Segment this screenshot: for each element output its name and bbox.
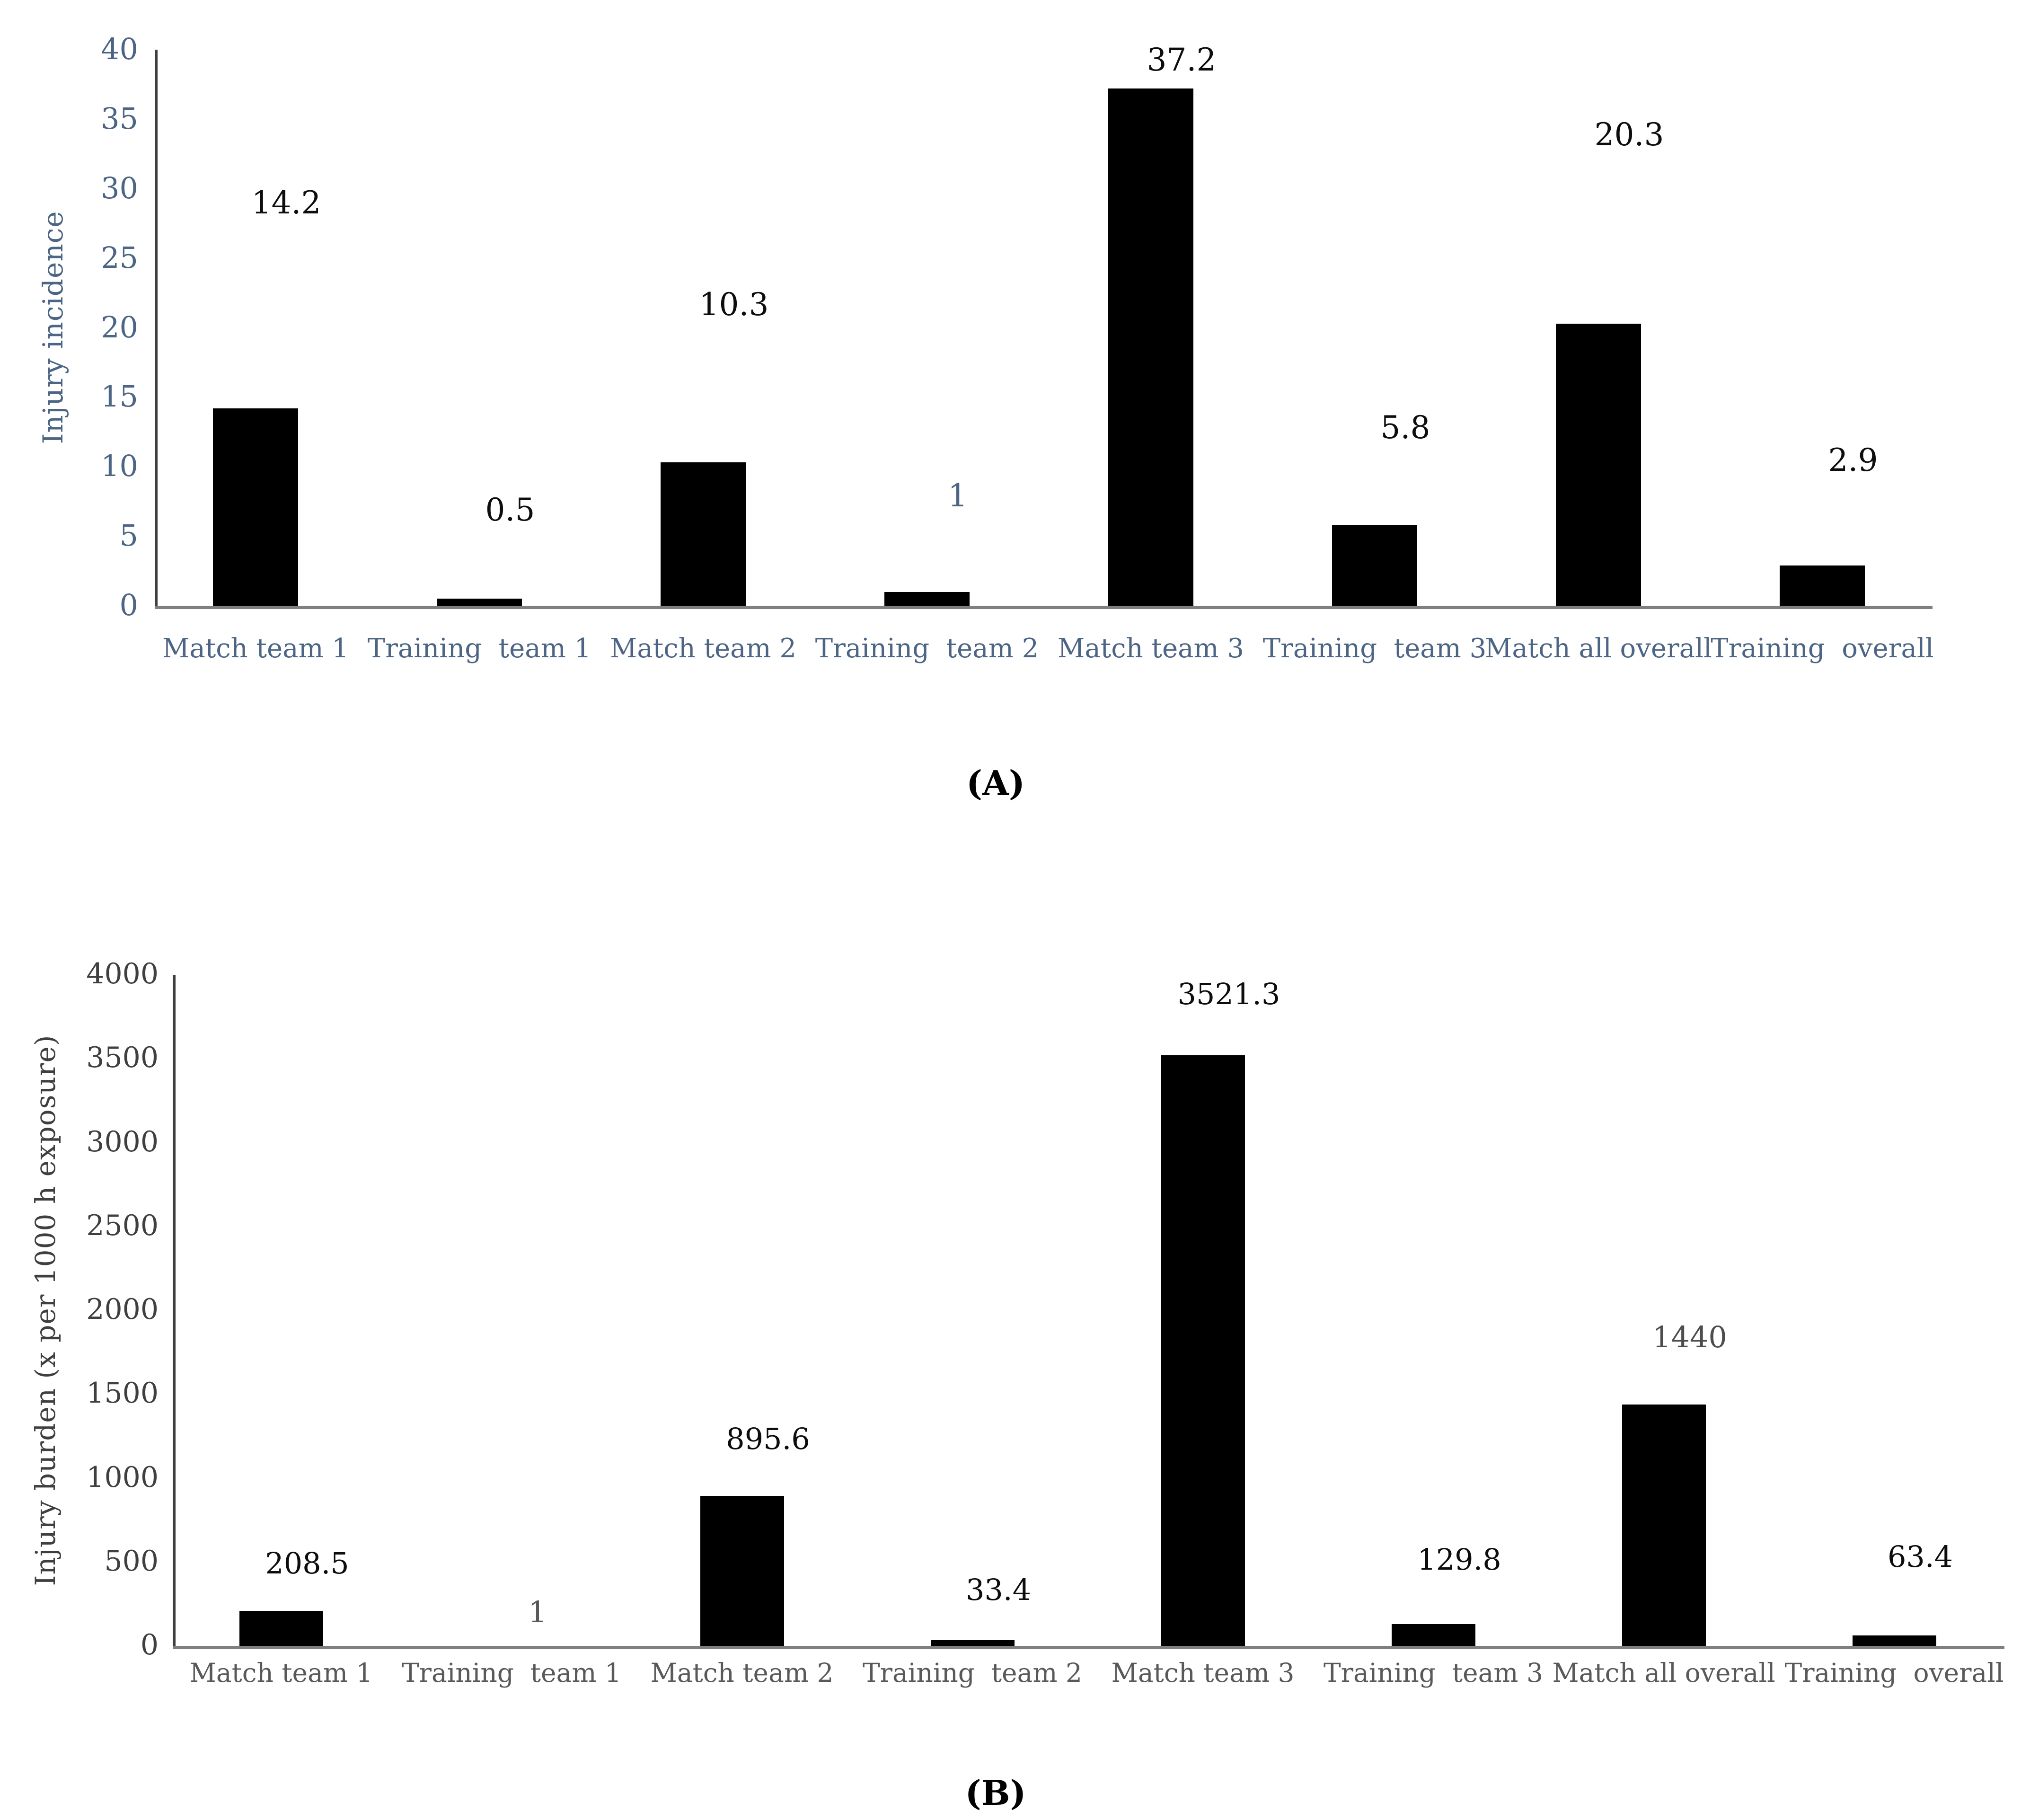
y-tick-label: 30 [101, 170, 138, 205]
data-label: 1 [528, 1594, 547, 1629]
bar [1852, 1635, 1936, 1646]
x-category-label: Match team 1 [189, 1658, 373, 1688]
y-tick-label: 500 [104, 1544, 159, 1578]
x-category-label: Training overall [1784, 1658, 2004, 1688]
data-label: 10.3 [699, 286, 769, 323]
bar [1622, 1404, 1706, 1646]
x-category-label: Training team 2 [862, 1658, 1083, 1688]
bar [213, 408, 298, 606]
bar [1161, 1055, 1245, 1646]
caption-b: (B) [965, 1773, 1026, 1813]
y-tick-label: 3000 [86, 1125, 159, 1158]
y-tick-label: 0 [140, 1628, 159, 1661]
y-tick-label: 4000 [86, 957, 159, 990]
x-category-label: Training team 3 [1323, 1658, 1544, 1688]
y-tick-label: 35 [101, 101, 138, 136]
bar [884, 592, 970, 606]
data-label: 33.4 [965, 1573, 1032, 1608]
y-tick-label: 1000 [86, 1460, 159, 1494]
x-axis-line [155, 606, 1933, 609]
y-tick-label: 0 [119, 588, 138, 622]
x-category-label: Match team 2 [609, 633, 797, 664]
data-label: 5.8 [1380, 409, 1430, 446]
y-tick-label: 2500 [86, 1209, 159, 1242]
bar [930, 1640, 1015, 1646]
x-axis-line [173, 1646, 2004, 1649]
data-label: 37.2 [1147, 42, 1217, 79]
data-label: 129.8 [1417, 1542, 1501, 1577]
bar [1780, 565, 1865, 606]
x-category-label: Match team 3 [1111, 1658, 1295, 1688]
x-category-label: Match all overall [1485, 633, 1712, 664]
x-category-label: Match team 3 [1057, 633, 1244, 664]
y-tick-label: 40 [101, 32, 138, 66]
y-tick-label: 5 [119, 518, 138, 553]
x-category-label: Match team 2 [650, 1658, 834, 1688]
y-tick-label: 1500 [86, 1377, 159, 1410]
data-label: 895.6 [726, 1421, 810, 1456]
y-axis-line [173, 975, 176, 1648]
bar [661, 462, 746, 606]
bar [1391, 1624, 1475, 1646]
data-label: 208.5 [265, 1546, 349, 1581]
x-category-label: Training overall [1711, 633, 1934, 664]
data-label: 2.9 [1828, 442, 1878, 478]
x-category-label: Training team 2 [815, 633, 1039, 664]
y-tick-label: 20 [101, 309, 138, 345]
bar [1332, 525, 1417, 606]
x-category-label: Match team 1 [162, 633, 349, 664]
y-tick-label: 25 [101, 240, 138, 275]
data-label: 3521.3 [1177, 976, 1280, 1011]
bar [700, 1495, 784, 1646]
data-label: 20.3 [1594, 116, 1664, 153]
bar [239, 1611, 323, 1646]
x-category-label: Training team 1 [401, 1658, 622, 1688]
caption-a: (A) [966, 763, 1025, 803]
data-label: 63.4 [1887, 1539, 1953, 1574]
data-label: 1 [948, 477, 968, 514]
x-category-label: Match all overall [1552, 1658, 1775, 1688]
bar [1108, 88, 1193, 606]
bar [1556, 323, 1641, 606]
y-axis-line [155, 50, 158, 608]
data-label: 0.5 [485, 492, 535, 529]
y-tick-label: 15 [101, 379, 138, 414]
y-tick-label: 3500 [86, 1041, 159, 1075]
y-tick-label: 2000 [86, 1293, 159, 1326]
data-label: 14.2 [251, 184, 321, 221]
bar [437, 599, 522, 606]
x-category-label: Training team 1 [367, 633, 591, 664]
y-tick-label: 10 [101, 449, 138, 484]
x-category-label: Training team 3 [1262, 633, 1487, 664]
data-label: 1440 [1652, 1319, 1727, 1354]
